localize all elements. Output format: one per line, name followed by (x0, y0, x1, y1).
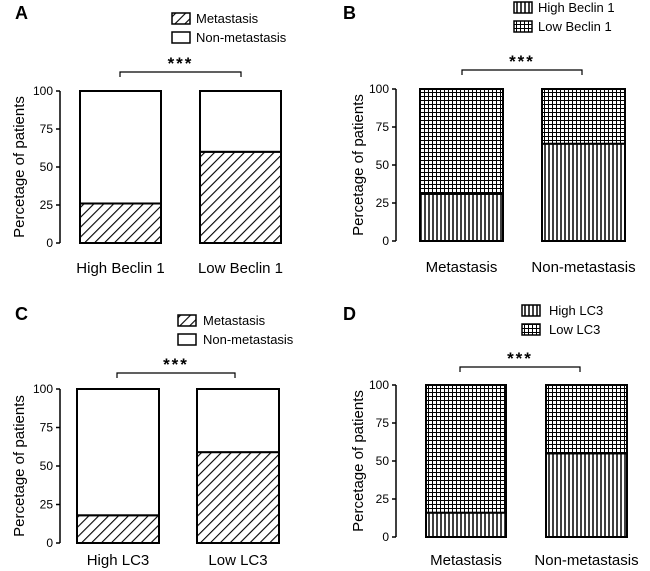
legend-label: Metastasis (196, 11, 259, 26)
chart-panel-a: A 0 25 50 75 100 Percetage of patients High Bec… (11, 3, 287, 277)
bar-segment-low-lc3 (545, 384, 628, 455)
significance-bracket (459, 366, 581, 372)
y-tick-label: 0 (382, 234, 389, 248)
legend-label: High Beclin 1 (538, 0, 615, 15)
y-tick-label: 0 (382, 530, 389, 544)
significance-label: *** (163, 355, 189, 374)
legend-swatch (171, 31, 191, 44)
y-axis-label: Percetage of patients (11, 96, 28, 238)
bar-segment-low-lc3 (425, 384, 507, 514)
y-axis-label: Percetage of patients (350, 390, 367, 532)
legend-label: Low LC3 (549, 322, 600, 337)
y-tick-label: 75 (40, 421, 54, 435)
significance-label: *** (509, 52, 535, 71)
legend-swatch (177, 333, 197, 346)
x-category-label: Metastasis (426, 259, 498, 276)
significance-label: *** (507, 349, 533, 368)
x-category-label: Metastasis (430, 552, 502, 569)
bar-segment-metastasis (76, 514, 160, 545)
significance-bracket (116, 372, 236, 378)
legend-label: Low Beclin 1 (538, 19, 612, 34)
y-tick-label: 50 (376, 454, 390, 468)
significance-bracket (461, 69, 583, 75)
x-category-label: Non-metastasis (534, 552, 638, 569)
x-category-label: Non-metastasis (531, 259, 635, 276)
y-tick-label: 75 (40, 122, 54, 136)
legend-label: Metastasis (203, 313, 266, 328)
x-category-label: Low Beclin 1 (198, 260, 283, 277)
chart-panel-c: C 0 25 50 75 100 Percetage of patients High LC3… (11, 304, 294, 569)
x-category-label: High LC3 (87, 552, 150, 569)
y-tick-label: 50 (40, 459, 54, 473)
y-tick-label: 0 (46, 236, 53, 250)
y-tick-label: 75 (376, 416, 390, 430)
bar-segment-low-beclin-1 (541, 88, 626, 145)
y-tick-label: 100 (33, 84, 53, 98)
y-axis-label: Percetage of patients (350, 94, 367, 236)
y-tick-label: 50 (376, 158, 390, 172)
legend-label: Non-metastasis (196, 30, 287, 45)
y-tick-label: 25 (376, 492, 390, 506)
legend-swatch (513, 1, 533, 14)
legend-swatch (177, 314, 197, 327)
y-tick-label: 100 (33, 382, 53, 396)
y-axis-label: Percetage of patients (11, 395, 28, 537)
bar-segment-high-beclin-1 (419, 192, 504, 243)
panel-letter: B (343, 3, 356, 23)
bar-segment-non-metastasis (199, 90, 282, 153)
panel-letter: C (15, 304, 28, 324)
y-tick-label: 100 (369, 82, 389, 96)
bar-segment-metastasis (199, 150, 282, 244)
y-tick-label: 25 (40, 198, 54, 212)
bar-segment-high-lc3 (425, 511, 507, 538)
panel-letter: D (343, 304, 356, 324)
legend-swatch (171, 12, 191, 25)
legend-label: High LC3 (549, 303, 603, 318)
bar-segment-metastasis (196, 451, 280, 545)
legend-swatch (513, 20, 533, 33)
y-tick-label: 25 (40, 498, 54, 512)
bar-segment-high-lc3 (545, 452, 628, 538)
y-tick-label: 0 (46, 536, 53, 550)
significance-bracket (119, 71, 242, 77)
bar-segment-non-metastasis (79, 90, 162, 205)
y-tick-label: 100 (369, 378, 389, 392)
significance-label: *** (168, 54, 194, 73)
bar-segment-non-metastasis (76, 388, 160, 517)
bar-segment-high-beclin-1 (541, 142, 626, 242)
bar-segment-metastasis (79, 202, 162, 244)
legend-swatch (521, 304, 541, 317)
panel-letter: A (15, 3, 28, 23)
y-tick-label: 50 (40, 160, 54, 174)
bar-segment-low-beclin-1 (419, 88, 504, 195)
x-category-label: High Beclin 1 (76, 260, 164, 277)
bar-segment-non-metastasis (196, 388, 280, 454)
legend-label: Non-metastasis (203, 332, 294, 347)
x-category-label: Low LC3 (208, 552, 267, 569)
legend-swatch (521, 323, 541, 336)
y-tick-label: 75 (376, 120, 390, 134)
y-tick-label: 25 (376, 196, 390, 210)
